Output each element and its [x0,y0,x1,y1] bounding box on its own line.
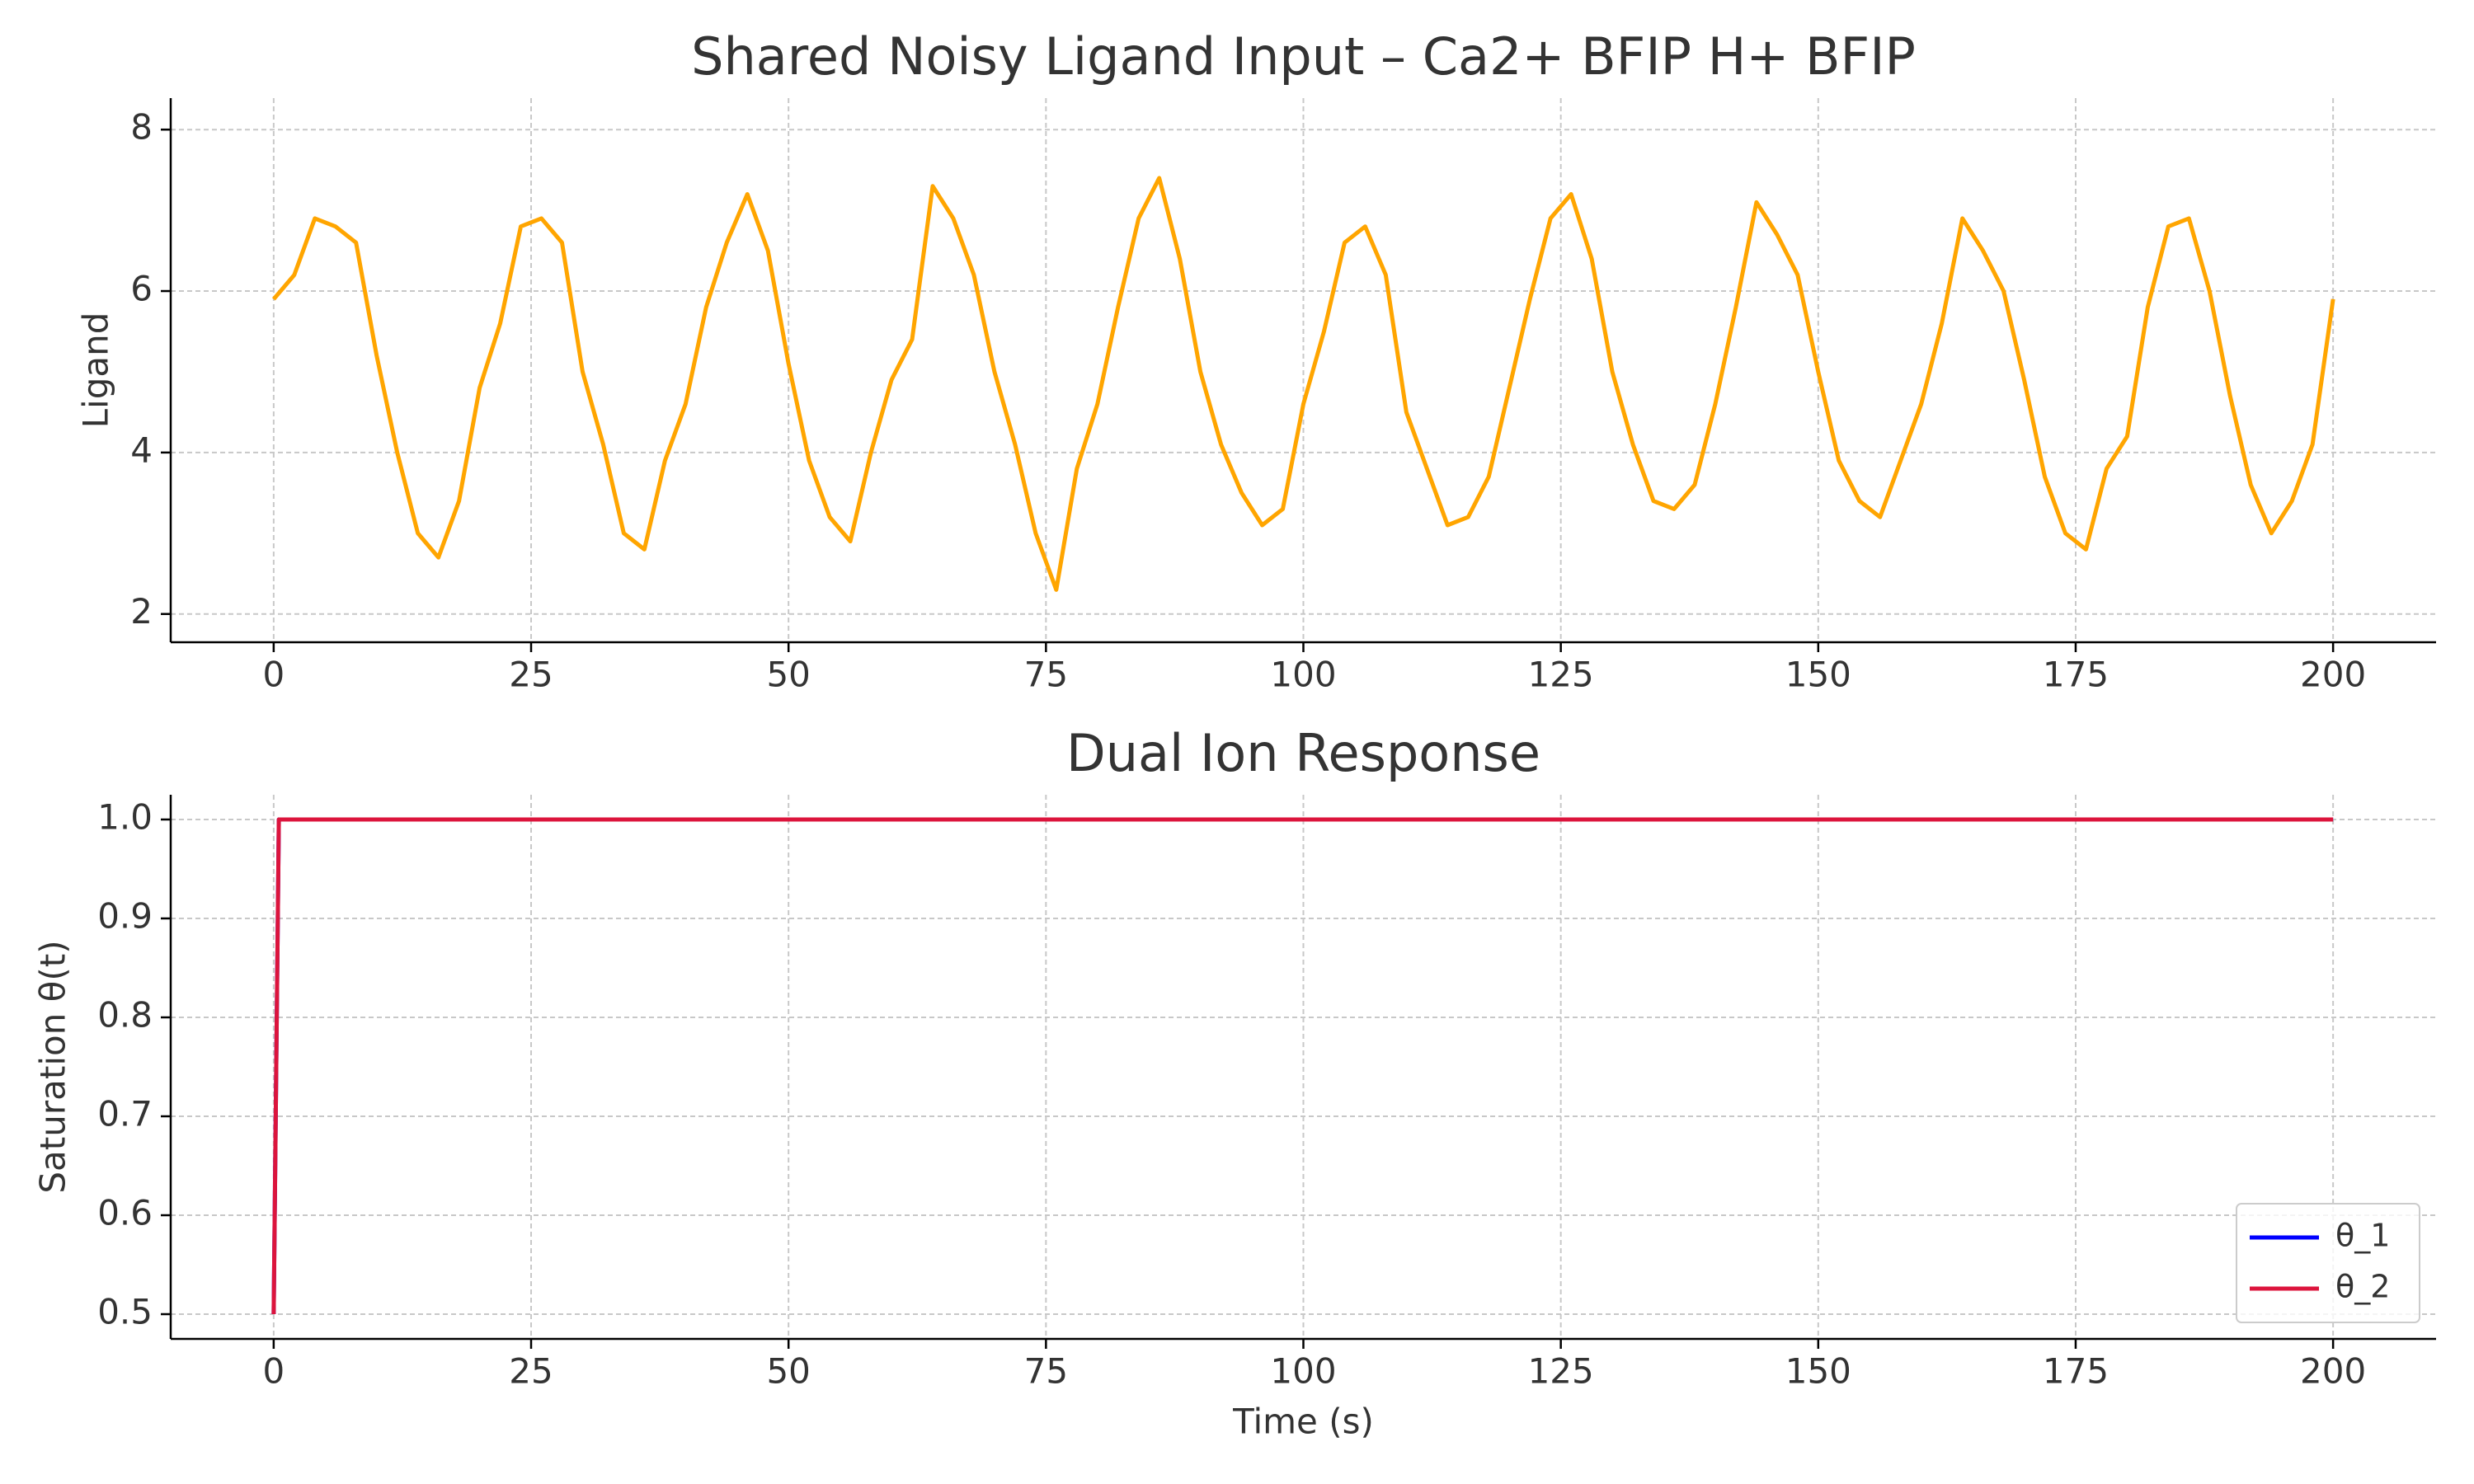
y-tick-label: 0.6 [97,1193,153,1233]
x-tick-label: 25 [509,1351,553,1392]
x-tick-label: 100 [1270,655,1336,695]
y-tick-label: 2 [130,591,153,632]
y-tick-label: 6 [130,269,153,309]
y-tick-label: 4 [130,430,153,470]
x-tick-label: 100 [1270,1351,1336,1392]
x-tick-label: 0 [262,1351,285,1392]
x-tick-label: 200 [2300,655,2366,695]
data-line [271,817,2334,1315]
x-tick-label: 0 [262,655,285,695]
chart-title: Shared Noisy Ligand Input – Ca2+ BFIP H+… [691,26,1916,87]
chart-title: Dual Ion Response [1066,723,1540,783]
y-tick-label: 1.0 [97,797,153,838]
data-line [271,176,2335,592]
x-tick-label: 175 [2043,655,2109,695]
y-tick-label: 0.9 [97,896,153,937]
legend-label: θ_1 [2335,1218,2390,1254]
y-axis-label: Ligand [76,312,116,429]
x-tick-label: 200 [2300,1351,2366,1392]
x-tick-label: 175 [2043,1351,2109,1392]
x-tick-label: 50 [766,655,810,695]
x-axis-label: Time (s) [1232,1402,1374,1442]
y-tick-label: 0.8 [97,995,153,1036]
legend-box [2236,1203,2420,1323]
legend-label: θ_2 [2335,1269,2390,1305]
y-tick-label: 0.7 [97,1094,153,1134]
x-tick-label: 150 [1785,1351,1851,1392]
x-tick-label: 25 [509,655,553,695]
x-tick-label: 125 [1528,1351,1594,1392]
y-axis-label: Saturation θ(t) [33,940,73,1193]
x-tick-label: 125 [1528,655,1594,695]
x-tick-label: 150 [1785,655,1851,695]
x-tick-label: 75 [1024,1351,1068,1392]
x-tick-label: 50 [766,1351,810,1392]
y-tick-label: 0.5 [97,1292,153,1332]
y-tick-label: 8 [130,107,153,148]
x-tick-label: 75 [1024,655,1068,695]
